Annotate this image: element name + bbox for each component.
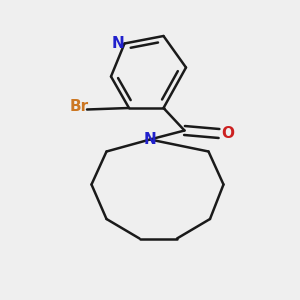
- Text: N: N: [112, 36, 125, 51]
- Text: O: O: [221, 126, 235, 141]
- Text: N: N: [144, 132, 156, 147]
- Text: Br: Br: [70, 99, 89, 114]
